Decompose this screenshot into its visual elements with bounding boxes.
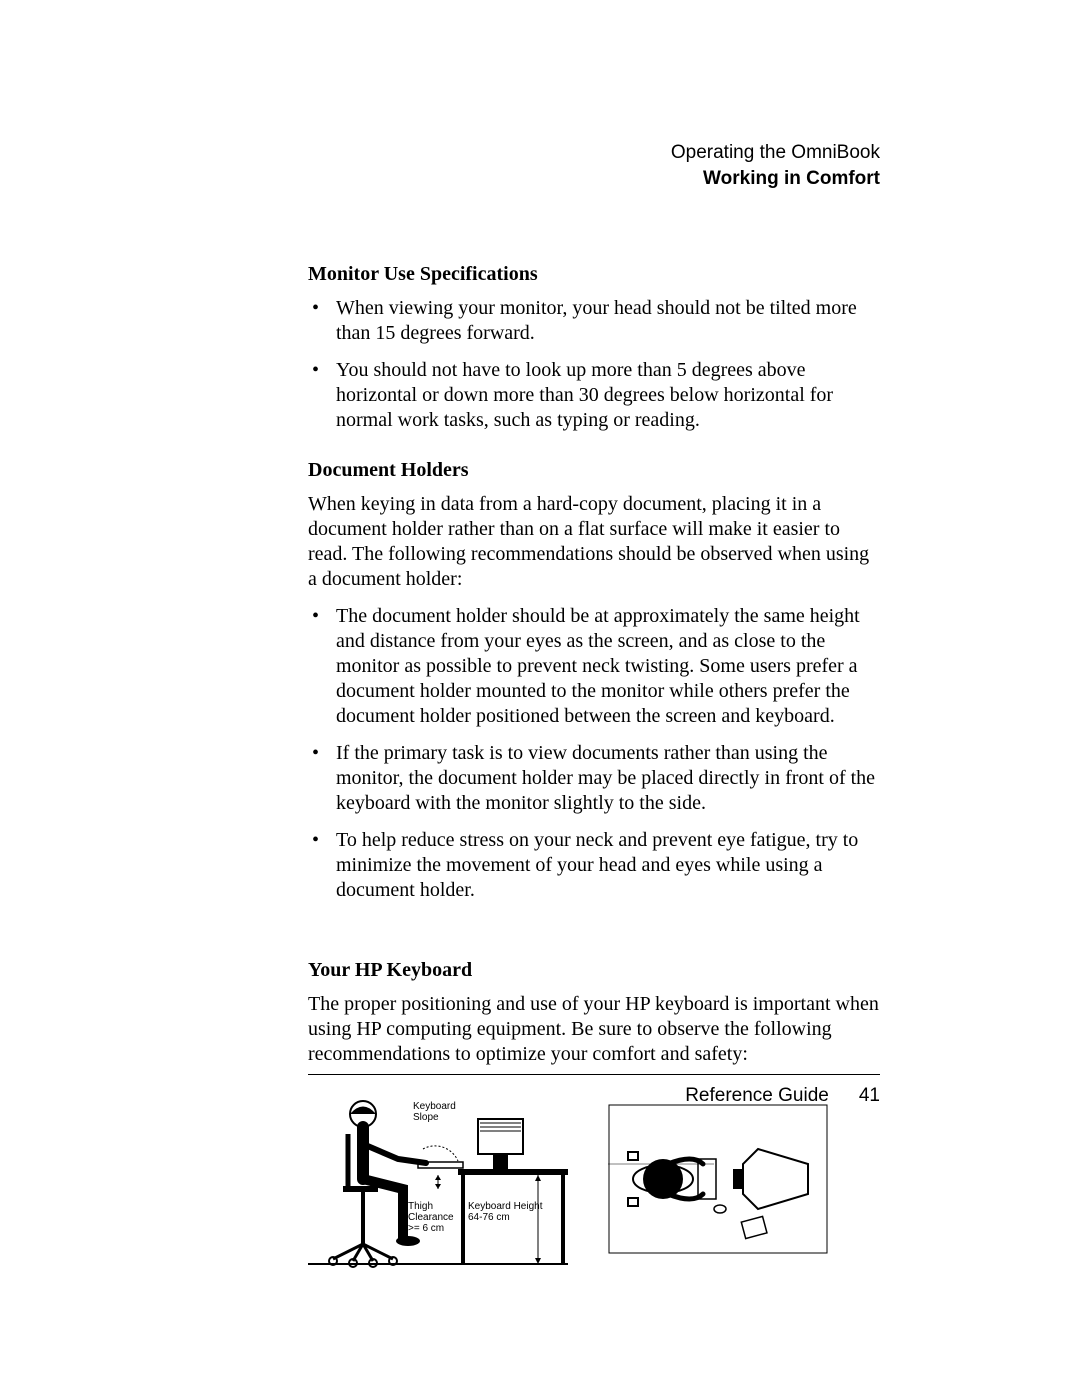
monitor-bullets: When viewing your monitor, your head sho… — [308, 296, 880, 433]
list-item: The document holder should be at approxi… — [308, 604, 880, 729]
figure-top-view — [608, 1104, 828, 1259]
page-header: Operating the OmniBook Working in Comfor… — [308, 140, 880, 191]
keyboard-intro: The proper positioning and use of your H… — [308, 992, 880, 1067]
svg-text:Clearance: Clearance — [408, 1212, 454, 1223]
document-page: Operating the OmniBook Working in Comfor… — [0, 0, 1080, 1397]
header-section: Working in Comfort — [308, 166, 880, 192]
label-thigh: Thigh — [408, 1201, 433, 1212]
svg-text:>= 6 cm: >= 6 cm — [408, 1223, 444, 1234]
section-title-docholders: Document Holders — [308, 459, 880, 482]
list-item: If the primary task is to view documents… — [308, 741, 880, 816]
svg-text:Slope: Slope — [413, 1112, 439, 1123]
footer-guide-label: Reference Guide — [685, 1085, 829, 1107]
list-item: To help reduce stress on your neck and p… — [308, 828, 880, 903]
label-kbd-height: Keyboard Height — [468, 1201, 543, 1212]
footer-rule — [308, 1074, 880, 1075]
header-chapter: Operating the OmniBook — [308, 140, 880, 166]
footer-page-number: 41 — [859, 1085, 880, 1107]
section-title-keyboard: Your HP Keyboard — [308, 959, 880, 982]
section-title-monitor: Monitor Use Specifications — [308, 263, 880, 286]
docholders-bullets: The document holder should be at approxi… — [308, 604, 880, 903]
list-item: When viewing your monitor, your head sho… — [308, 296, 880, 346]
figure-side-view: Keyboard Slope Thigh Clearance >= 6 cm K… — [308, 1089, 568, 1274]
list-item: You should not have to look up more than… — [308, 358, 880, 433]
svg-text:64-76 cm: 64-76 cm — [468, 1212, 510, 1223]
page-footer: Reference Guide 41 — [308, 1074, 880, 1107]
figures-row: Keyboard Slope Thigh Clearance >= 6 cm K… — [308, 1089, 880, 1274]
docholders-intro: When keying in data from a hard-copy doc… — [308, 492, 880, 592]
